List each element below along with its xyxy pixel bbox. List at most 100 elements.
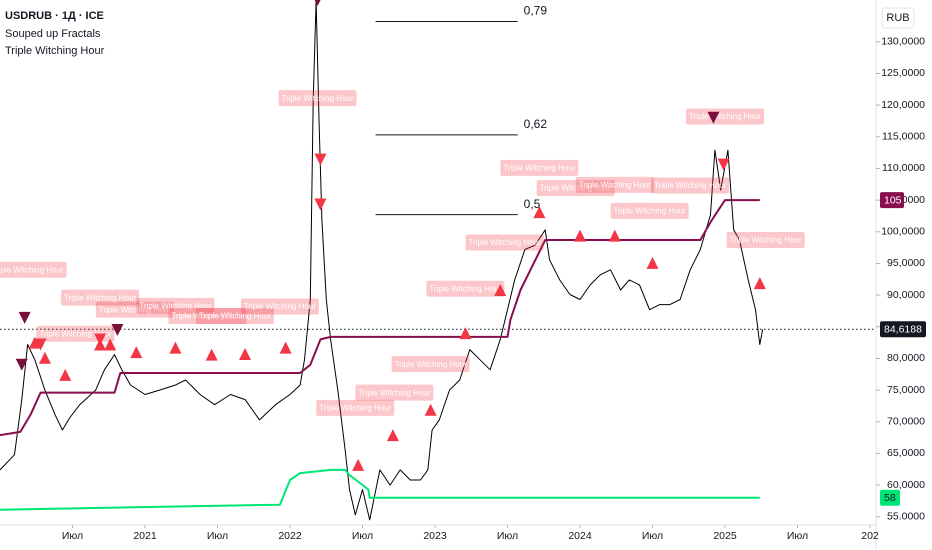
y-tick-label: 120,0000 <box>881 99 925 111</box>
y-tick-label: 95,0000 <box>887 257 925 269</box>
event-label-box <box>355 384 434 401</box>
event-label: Triple Witching Hour <box>0 265 64 274</box>
x-tick-label: 2024 <box>568 530 592 542</box>
price-tag-label: 105 <box>884 194 902 206</box>
up-marker <box>239 348 252 361</box>
up-marker <box>753 277 766 290</box>
price-tag-label: 58 <box>884 492 896 504</box>
event-label-box <box>136 297 215 314</box>
x-tick-label: 2022 <box>278 530 302 542</box>
down-marker <box>94 333 107 346</box>
event-label: Triple Witching Hour <box>540 184 613 193</box>
indicator-name: Souped up Fractals <box>5 28 101 40</box>
up-marker <box>494 284 507 297</box>
x-tick-label: Июл <box>642 530 663 542</box>
down-marker <box>314 153 327 166</box>
event-label: Triple Witching Hour <box>395 360 468 369</box>
up-marker <box>424 403 437 416</box>
y-tick-label: 110,0000 <box>882 162 925 174</box>
x-tick-label: 2021 <box>133 530 157 542</box>
indicator-name: Triple Witching Hour <box>5 45 105 57</box>
event-label: Triple Witching Hour <box>64 293 137 302</box>
event-label: Triple Witching Hour <box>199 312 272 321</box>
price-tag <box>880 489 900 506</box>
up-marker <box>352 458 365 471</box>
event-label-box <box>426 280 505 297</box>
event-label-box <box>575 176 654 193</box>
up-marker <box>386 429 399 442</box>
down-marker <box>18 311 31 324</box>
series-line <box>0 199 760 437</box>
event-label: Triple Witching Hour <box>579 181 652 190</box>
event-label: Triple Witching Hour <box>654 181 727 190</box>
y-tick-label: 75,0000 <box>887 384 925 396</box>
up-marker <box>279 341 292 354</box>
event-label-box <box>610 202 689 219</box>
event-label-box <box>651 177 730 194</box>
event-label-box <box>500 159 579 176</box>
event-label: Triple Witching Hour <box>689 112 762 121</box>
up-marker <box>38 351 51 364</box>
down-marker <box>717 158 730 171</box>
y-tick-label: 90,0000 <box>887 289 925 301</box>
up-marker <box>608 229 621 242</box>
symbol-title: USDRUB · 1Д · ICE <box>5 10 104 22</box>
y-tick-label: 115,0000 <box>882 131 925 143</box>
event-label-box <box>61 289 140 306</box>
up-marker <box>169 341 182 354</box>
y-tick-label: 80,0000 <box>887 352 925 364</box>
price-tag-label: 84,6188 <box>884 323 922 335</box>
event-label: Triple Witching Hour <box>281 94 354 103</box>
event-label: Triple Witching Hour <box>139 301 212 310</box>
event-label-box <box>316 399 395 416</box>
event-label-box <box>36 325 115 342</box>
up-marker <box>130 346 143 359</box>
price-tag <box>880 192 904 209</box>
series-line <box>0 0 764 521</box>
event-label-box <box>195 308 274 325</box>
up-marker <box>574 229 586 242</box>
event-label-box <box>536 180 615 197</box>
event-label: Triple Witching Hour <box>319 403 392 412</box>
event-label: Triple Witching Hour <box>469 238 542 247</box>
event-label: Triple Witching Hour <box>358 388 431 397</box>
event-label: Triple Witching Hour <box>171 312 244 321</box>
event-label-box <box>168 308 247 325</box>
y-tick-label: 125,0000 <box>881 67 925 79</box>
x-tick-label: 2025 <box>713 530 737 542</box>
y-tick-label: 100,0000 <box>881 226 925 238</box>
x-tick-label: Июл <box>497 530 518 542</box>
up-marker <box>459 327 472 340</box>
event-label-box <box>686 108 764 125</box>
x-tick-label: 202 <box>861 530 879 542</box>
event-label: Triple Witching Hour <box>503 163 576 172</box>
y-tick-label: 70,0000 <box>887 416 925 428</box>
y-tick-label: 130,0000 <box>881 36 925 48</box>
x-tick-label: Июл <box>62 530 83 542</box>
currency-box[interactable] <box>881 7 915 29</box>
series-line <box>0 468 760 511</box>
down-marker <box>314 0 321 6</box>
event-label: Triple Witching Hour <box>99 305 172 314</box>
fib-label: 0,62 <box>524 117 548 131</box>
event-label-box <box>391 356 470 373</box>
event-label: Triple Witching Hour <box>730 236 803 245</box>
up-marker <box>59 368 72 381</box>
price-tag <box>880 321 926 338</box>
y-tick-label: 60,0000 <box>887 479 925 491</box>
y-tick-label: 65,0000 <box>887 447 925 459</box>
down-marker <box>34 338 47 351</box>
x-tick-label: Июл <box>207 530 228 542</box>
x-tick-label: Июл <box>352 530 373 542</box>
x-tick-label: 2023 <box>423 530 447 542</box>
down-marker <box>707 111 720 124</box>
event-label: Triple Witching Hour <box>429 284 502 293</box>
down-marker <box>111 323 124 336</box>
up-marker <box>533 206 546 219</box>
up-marker <box>104 338 117 351</box>
currency[interactable]: RUB <box>886 12 909 24</box>
fib-label: 0,79 <box>524 4 548 18</box>
event-label: Triple Witching Hour <box>244 302 317 311</box>
